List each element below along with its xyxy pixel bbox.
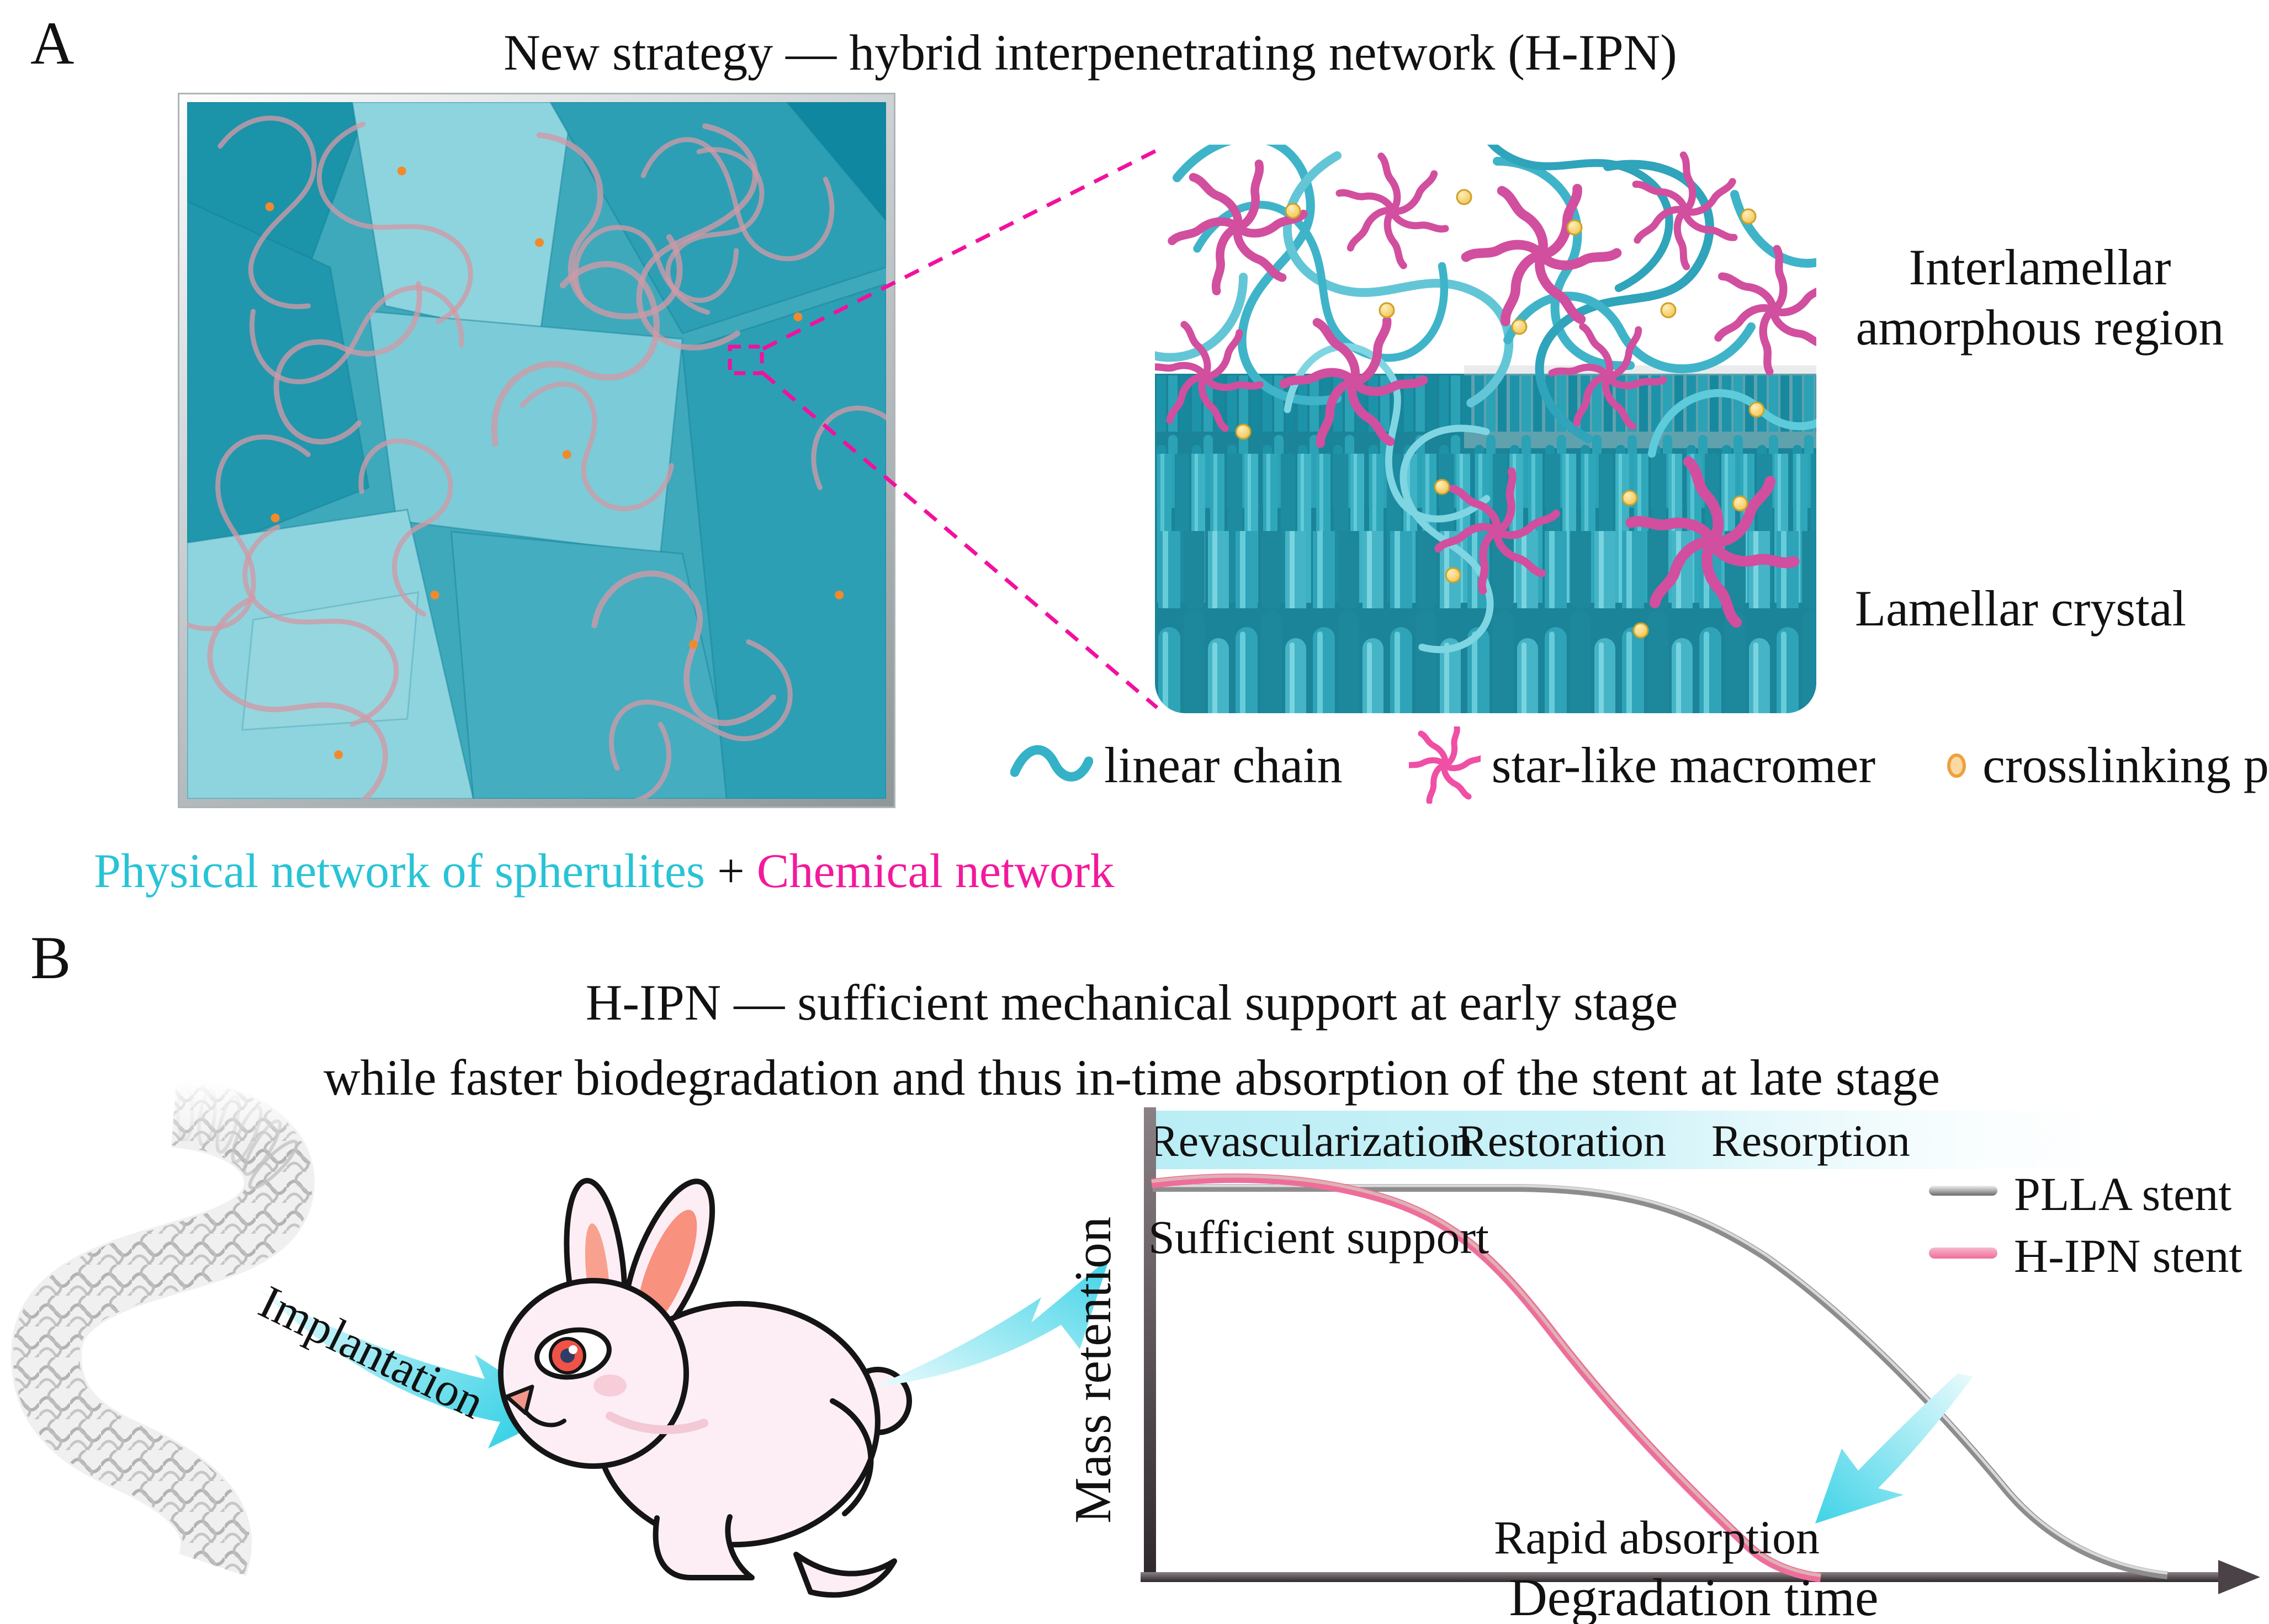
callout-line-bottom [761, 371, 1159, 709]
rabbit-nose [505, 1384, 534, 1415]
rabbit-hind-foot [793, 1552, 897, 1598]
to-chart-arrow-icon [873, 1257, 1110, 1387]
caption-plus-sign: + [717, 845, 745, 898]
chart-legend: PLLA stent H-IPN stent [1929, 1167, 2242, 1282]
caption-chemical-network: Chemical network [756, 845, 1115, 898]
hipn-curve [1151, 1173, 1822, 1583]
plla-legend-label: PLLA stent [2014, 1167, 2231, 1220]
chart-xlabel: Degradation time [1509, 1568, 1878, 1624]
lamellar-label: Lamellar crystal [1854, 580, 2187, 636]
crosslink-beads: " [1235, 189, 1765, 639]
rabbit-illustration [498, 1177, 912, 1598]
stent-mesh [10, 1079, 328, 1577]
degradation-chart: Revascularization Restoration Resorption… [1141, 1107, 2260, 1624]
star-macromer-icon [1408, 726, 1481, 804]
legend-crosslink-label: crosslinking point [1982, 737, 2269, 793]
rabbit-mouth [522, 1408, 566, 1427]
y-axis [1144, 1107, 1156, 1580]
interlamellar-label-line1: Interlamellar [1908, 239, 2171, 295]
phase-revascularization: Revascularization [1148, 1116, 1472, 1166]
rabbit-front-leg [653, 1514, 755, 1580]
panel-b-title-line1: H-IPN — sufficient mechanical support at… [585, 974, 1678, 1031]
hipn-legend-swatch [1929, 1248, 1997, 1259]
phase-restoration: Restoration [1457, 1116, 1666, 1166]
legend-linear-chain-label: linear chain [1104, 737, 1343, 793]
stent-illustration [10, 1079, 328, 1577]
rabbit-chest-shading [606, 1411, 708, 1435]
chart-ylabel: Mass retention [1064, 1216, 1122, 1524]
panel-a-title: New strategy — hybrid interpenetrating n… [503, 24, 1677, 81]
interlamellar-label-line2: amorphous region [1856, 299, 2224, 355]
rabbit-blush [593, 1374, 627, 1397]
plla-curve [1153, 1184, 2168, 1579]
panel-a-legend: linear chain star-like macromer crosslin… [1010, 726, 2269, 804]
crosslinking-point-icon [1947, 753, 1966, 778]
x-axis-arrowhead [2218, 1560, 2260, 1594]
callout-line-top [762, 148, 1158, 351]
annotation-rapid-absorption: Rapid absorption [1494, 1511, 1820, 1564]
panel-a-caption: Physical network of spherulites + Chemic… [94, 843, 1114, 899]
x-axis [1141, 1572, 2222, 1582]
spherulite-image [187, 102, 886, 799]
interlamellar-label: Interlamellar amorphous region [1833, 237, 2247, 357]
linear-chain-icon [1010, 745, 1093, 782]
spherulite-polygons [187, 102, 886, 799]
phase-banner [1144, 1111, 2196, 1169]
rabbit-haunch-line [830, 1398, 874, 1516]
panel-b-title: H-IPN — sufficient mechanical support at… [110, 965, 2153, 1115]
caption-physical-network: Physical network of spherulites [94, 845, 706, 898]
panel-b-title-line2: while faster biodegradation and thus in-… [324, 1049, 1940, 1106]
legend-star-macromer-label: star-like macromer [1491, 737, 1876, 793]
spherulite-image-frame [178, 93, 895, 808]
implantation-arrow-icon [261, 1291, 563, 1448]
phase-resorption: Resorption [1711, 1116, 1910, 1166]
panel-b-label: B [30, 924, 71, 991]
plla-legend-swatch [1929, 1186, 1997, 1196]
panel-a-label: A [30, 9, 75, 77]
molecular-structure-image: " [1155, 145, 1816, 713]
annotation-sufficient-support: Sufficient support [1148, 1211, 1489, 1264]
rapid-absorption-arrow-icon [1815, 1373, 1973, 1524]
zoom-marker-rect [728, 344, 764, 375]
hipn-legend-label: H-IPN stent [2014, 1229, 2242, 1282]
crosslink-dots [265, 166, 844, 760]
